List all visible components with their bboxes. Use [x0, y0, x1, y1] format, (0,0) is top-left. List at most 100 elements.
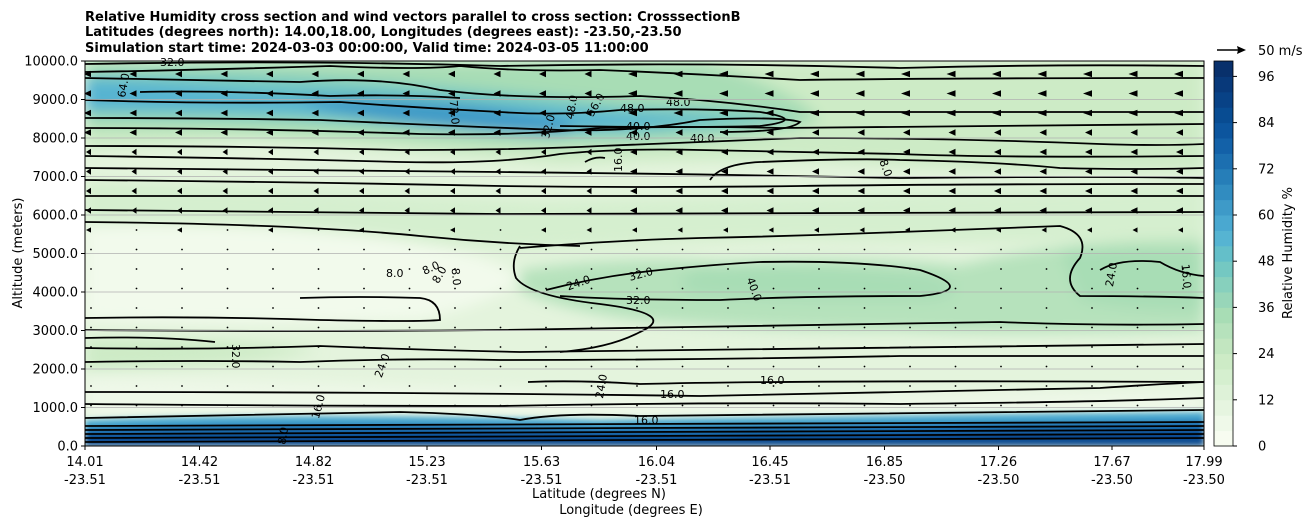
wind-calm-dot — [545, 385, 547, 387]
wind-calm-dot — [1000, 346, 1002, 348]
wind-arrow-icon — [630, 187, 637, 195]
wind-arrow-icon — [673, 90, 683, 97]
wind-calm-dot — [1182, 248, 1184, 251]
wind-arrow-icon — [311, 129, 319, 136]
wind-calm-dot — [772, 385, 775, 387]
contour-label: 40.0 — [626, 120, 651, 133]
colorbar-tick-label: 36 — [1258, 301, 1275, 316]
wind-arrow-icon — [1085, 148, 1092, 156]
x-tick-label-lat: 14.01 — [66, 455, 103, 470]
wind-arrow-icon — [675, 148, 683, 156]
wind-calm-dot — [454, 346, 456, 348]
x-tick-label-lat: 14.82 — [295, 455, 332, 470]
wind-calm-dot — [317, 287, 320, 290]
wind-calm-dot — [1136, 248, 1139, 251]
wind-calm-dot — [1091, 268, 1093, 270]
wind-arrow-icon — [129, 109, 137, 117]
wind-arrow-icon — [129, 129, 137, 136]
x-tick-label-lon: -23.51 — [64, 473, 106, 488]
y-axis-label: Altitude (meters) — [11, 198, 26, 309]
wind-arrow-icon — [220, 129, 228, 136]
wind-calm-dot — [1136, 346, 1139, 348]
colorbar-segment — [1214, 76, 1233, 93]
wind-calm-dot — [1136, 404, 1139, 407]
wind-arrow-icon — [584, 129, 592, 136]
wind-arrow-icon — [313, 148, 319, 156]
wind-arrow-icon — [311, 70, 319, 78]
wind-calm-dot — [727, 268, 729, 270]
contour-label: 8.0 — [876, 158, 894, 179]
wind-arrow-icon — [677, 227, 683, 233]
colorbar-segment — [1214, 138, 1233, 154]
contour-lines — [85, 61, 1204, 443]
wind-calm-dot — [499, 307, 502, 309]
wind-calm-dot — [1182, 385, 1184, 387]
wind-calm-dot — [317, 326, 320, 329]
wind-arrow-icon — [1087, 227, 1092, 233]
wind-arrow-icon — [766, 148, 774, 156]
wind-arrow-icon — [1039, 168, 1047, 175]
wind-calm-dot — [272, 268, 274, 270]
wind-arrow-icon — [1132, 227, 1138, 233]
wind-calm-dot — [408, 307, 411, 309]
wind-calm-dot — [226, 248, 229, 251]
wind-calm-dot — [636, 248, 638, 251]
wind-arrow-icon — [541, 207, 546, 214]
wind-calm-dot — [1091, 248, 1093, 251]
y-tick-label: 3000.0 — [33, 324, 79, 339]
wind-calm-dot — [135, 365, 138, 368]
wind-calm-dot — [1045, 326, 1048, 329]
wind-arrow-icon — [628, 70, 637, 78]
wind-calm-dot — [135, 346, 138, 348]
contour-label: 16.0 — [612, 148, 625, 173]
wind-calm-dot — [863, 385, 866, 387]
wind-arrow-icon — [222, 207, 228, 214]
wind-arrow-icon — [493, 70, 501, 78]
y-tick-label: 4000.0 — [33, 286, 79, 301]
wind-arrow-icon — [721, 168, 728, 175]
wind-arrow-icon — [311, 109, 319, 117]
wind-arrow-icon — [450, 207, 455, 214]
wind-calm-dot — [90, 268, 92, 270]
wind-arrow-icon — [86, 207, 91, 214]
contour-label: 48.0 — [620, 102, 645, 115]
wind-arrow-icon — [266, 70, 273, 78]
wind-calm-dot — [90, 287, 92, 290]
wind-calm-dot — [636, 346, 638, 348]
wind-calm-dot — [317, 268, 320, 270]
wind-arrow-icon — [539, 129, 546, 136]
wind-arrow-icon — [1083, 90, 1092, 97]
wind-calm-dot — [226, 404, 229, 407]
x-tick-label-lon: -23.50 — [1091, 473, 1133, 488]
wind-arrow-icon — [903, 168, 910, 175]
wind-calm-dot — [545, 287, 547, 290]
wind-arrow-icon — [311, 90, 319, 97]
wind-arrow-icon — [903, 207, 910, 214]
wind-arrow-icon — [719, 90, 728, 97]
colorbar-segment — [1214, 338, 1233, 355]
contour-label: 16.0 — [660, 388, 685, 401]
wind-calm-dot — [681, 268, 684, 270]
wind-calm-dot — [1000, 287, 1002, 290]
wind-arrow-icon — [1128, 90, 1138, 97]
wind-arrow-icon — [1176, 187, 1183, 195]
wind-calm-dot — [363, 365, 365, 368]
wind-arrow-icon — [859, 227, 865, 233]
wind-arrow-icon — [675, 129, 683, 136]
wind-calm-dot — [818, 248, 820, 251]
wind-arrow-icon — [175, 70, 182, 78]
wind-arrow-icon — [1037, 70, 1047, 78]
wind-arrow-icon — [719, 70, 728, 78]
wind-arrow-icon — [586, 168, 592, 175]
wind-arrow-icon — [131, 207, 137, 214]
wind-calm-dot — [909, 346, 911, 348]
wind-calm-dot — [1045, 268, 1048, 270]
wind-arrow-icon — [630, 207, 637, 214]
wind-arrow-icon — [1128, 70, 1138, 78]
wind-calm-dot — [636, 404, 638, 407]
x-tick-label-lat: 17.26 — [980, 455, 1017, 470]
colorbar-tick-label: 12 — [1258, 393, 1275, 408]
y-axis: 0.0 1000.0 2000.0 3000.0 4000.0 5000.0 6000.0 7… — [24, 55, 85, 455]
wind-calm-dot — [954, 346, 957, 348]
